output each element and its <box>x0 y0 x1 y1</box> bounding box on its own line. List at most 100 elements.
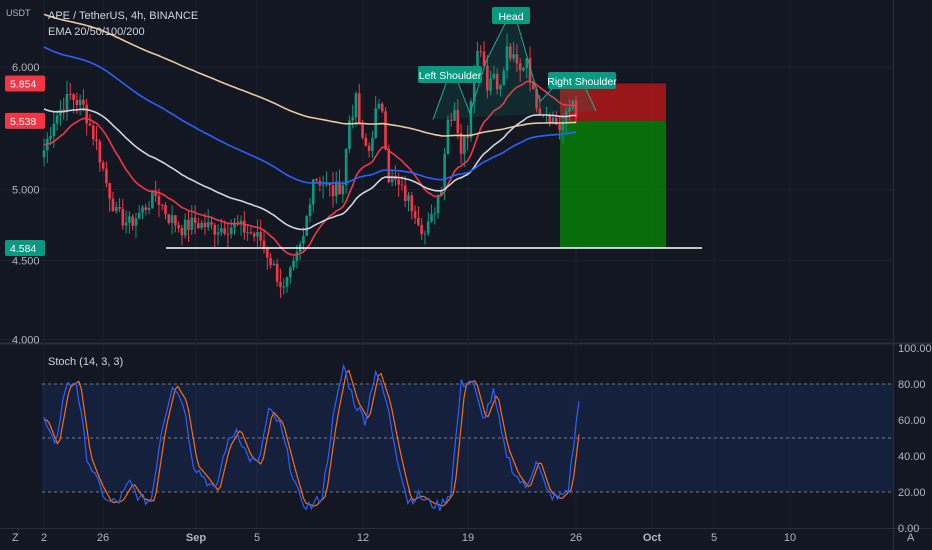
ema50-line <box>43 108 577 231</box>
candle-body <box>459 133 463 154</box>
candle-body <box>249 232 253 234</box>
candle-body <box>456 109 460 134</box>
candle-body <box>108 183 111 199</box>
candle-body <box>226 233 230 235</box>
candle-body <box>206 222 210 228</box>
candle-body <box>449 119 453 121</box>
candle-body <box>430 214 433 222</box>
candle-body <box>177 225 180 229</box>
candle-body <box>364 137 368 146</box>
candle-body <box>377 103 381 109</box>
candle-body <box>305 216 309 237</box>
candle-body <box>118 206 121 209</box>
stoch-tick-label: 20.00 <box>898 487 926 499</box>
candle-body <box>65 93 69 113</box>
right-shoulder-annotation: Right Shoulder <box>547 76 617 88</box>
candle-body <box>180 228 184 236</box>
candle-body <box>141 207 144 213</box>
candle-body <box>476 51 479 70</box>
candle-body <box>216 232 220 235</box>
stoch-k-line <box>43 363 580 512</box>
candle-body <box>518 63 522 71</box>
candle-body <box>42 150 46 158</box>
time-tick-label: 26 <box>97 532 109 544</box>
candle-body <box>85 104 88 124</box>
price-tick-label: 4.000 <box>12 335 40 347</box>
candle-body <box>147 208 151 210</box>
short-position-tool[interactable] <box>560 83 666 248</box>
candle-body <box>554 117 558 125</box>
candle-body <box>325 182 328 185</box>
candle-body <box>269 257 272 266</box>
candle-body <box>548 114 552 124</box>
time-tick-label: 12 <box>357 532 369 544</box>
candle-body <box>436 195 440 214</box>
candle-body <box>525 58 529 69</box>
auto-scale-toggle[interactable]: A <box>907 532 915 544</box>
candle-body <box>243 220 246 233</box>
candle-body <box>515 54 519 64</box>
candle-body <box>410 195 414 212</box>
price-tick-label: 5.000 <box>12 185 40 197</box>
candle-body <box>285 277 289 287</box>
candle-body <box>371 137 374 151</box>
candle-body <box>134 218 138 226</box>
candle-body <box>105 168 108 184</box>
candle-body <box>256 231 259 237</box>
candle-body <box>59 109 62 116</box>
candle-body <box>433 213 437 215</box>
candle-body <box>220 228 223 233</box>
time-tick-label: 10 <box>784 532 796 544</box>
candle-body <box>486 65 489 91</box>
candle-body <box>321 184 325 186</box>
candle-body <box>426 221 430 234</box>
candle-body <box>482 51 486 66</box>
candle-body <box>203 222 207 228</box>
stoch-d-line <box>44 369 580 507</box>
candle-body <box>463 136 466 154</box>
candle-body <box>315 179 318 181</box>
time-axis[interactable]: 2 26 Sep 5 12 19 26 Oct 5 10 <box>41 532 796 544</box>
candle-body <box>472 69 476 102</box>
candle-body <box>160 204 164 206</box>
stoch-tick-label: 40.00 <box>898 451 926 463</box>
candle-body <box>239 220 243 225</box>
ema-legend[interactable]: EMA 20/50/100/200 <box>48 26 145 38</box>
stoch-lines <box>43 363 580 512</box>
candle-body <box>75 100 79 106</box>
head-annotation: Head <box>498 11 523 23</box>
candle-body <box>193 217 197 224</box>
candle-body <box>568 108 571 112</box>
stoch-legend[interactable]: Stoch (14, 3, 3) <box>48 356 123 368</box>
candle-body <box>262 240 266 248</box>
candle-body <box>223 228 226 234</box>
candle-body <box>88 123 92 126</box>
head-shoulders-pattern[interactable]: Head Left Shoulder Right Shoulder <box>166 6 702 249</box>
stoch-axis[interactable]: 100.00 80.00 60.00 40.00 20.00 0.00 <box>898 343 932 535</box>
candle-body <box>512 54 515 59</box>
stoch-tick-label: 100.00 <box>898 343 932 355</box>
candle-body <box>551 117 555 124</box>
candle-body <box>397 179 400 185</box>
price-label-text: 4.584 <box>10 243 36 255</box>
ema20-line <box>43 80 577 256</box>
log-scale-toggle[interactable]: Z <box>12 532 19 544</box>
candle-body <box>200 222 203 229</box>
time-tick-label: 26 <box>570 532 582 544</box>
candle-body <box>499 85 502 90</box>
price-axis[interactable]: 6.000 5.000 4.500 4.000 5.854 5.538 4.584 <box>5 62 45 347</box>
candle-body <box>213 224 217 235</box>
right-shoulder-annotation-box <box>548 72 616 89</box>
symbol-title[interactable]: APE / TetherUS, 4h, BINANCE <box>48 10 198 22</box>
price-label-box <box>5 239 45 256</box>
candle-body <box>489 78 492 91</box>
candle-body <box>522 68 525 71</box>
candle-body <box>331 185 335 197</box>
candle-body <box>187 219 190 230</box>
candle-body <box>308 204 312 217</box>
candle-body <box>420 225 423 235</box>
left-shoulder-annotation: Left Shoulder <box>419 70 482 82</box>
candle-body <box>197 223 200 229</box>
candle-body <box>114 206 118 212</box>
